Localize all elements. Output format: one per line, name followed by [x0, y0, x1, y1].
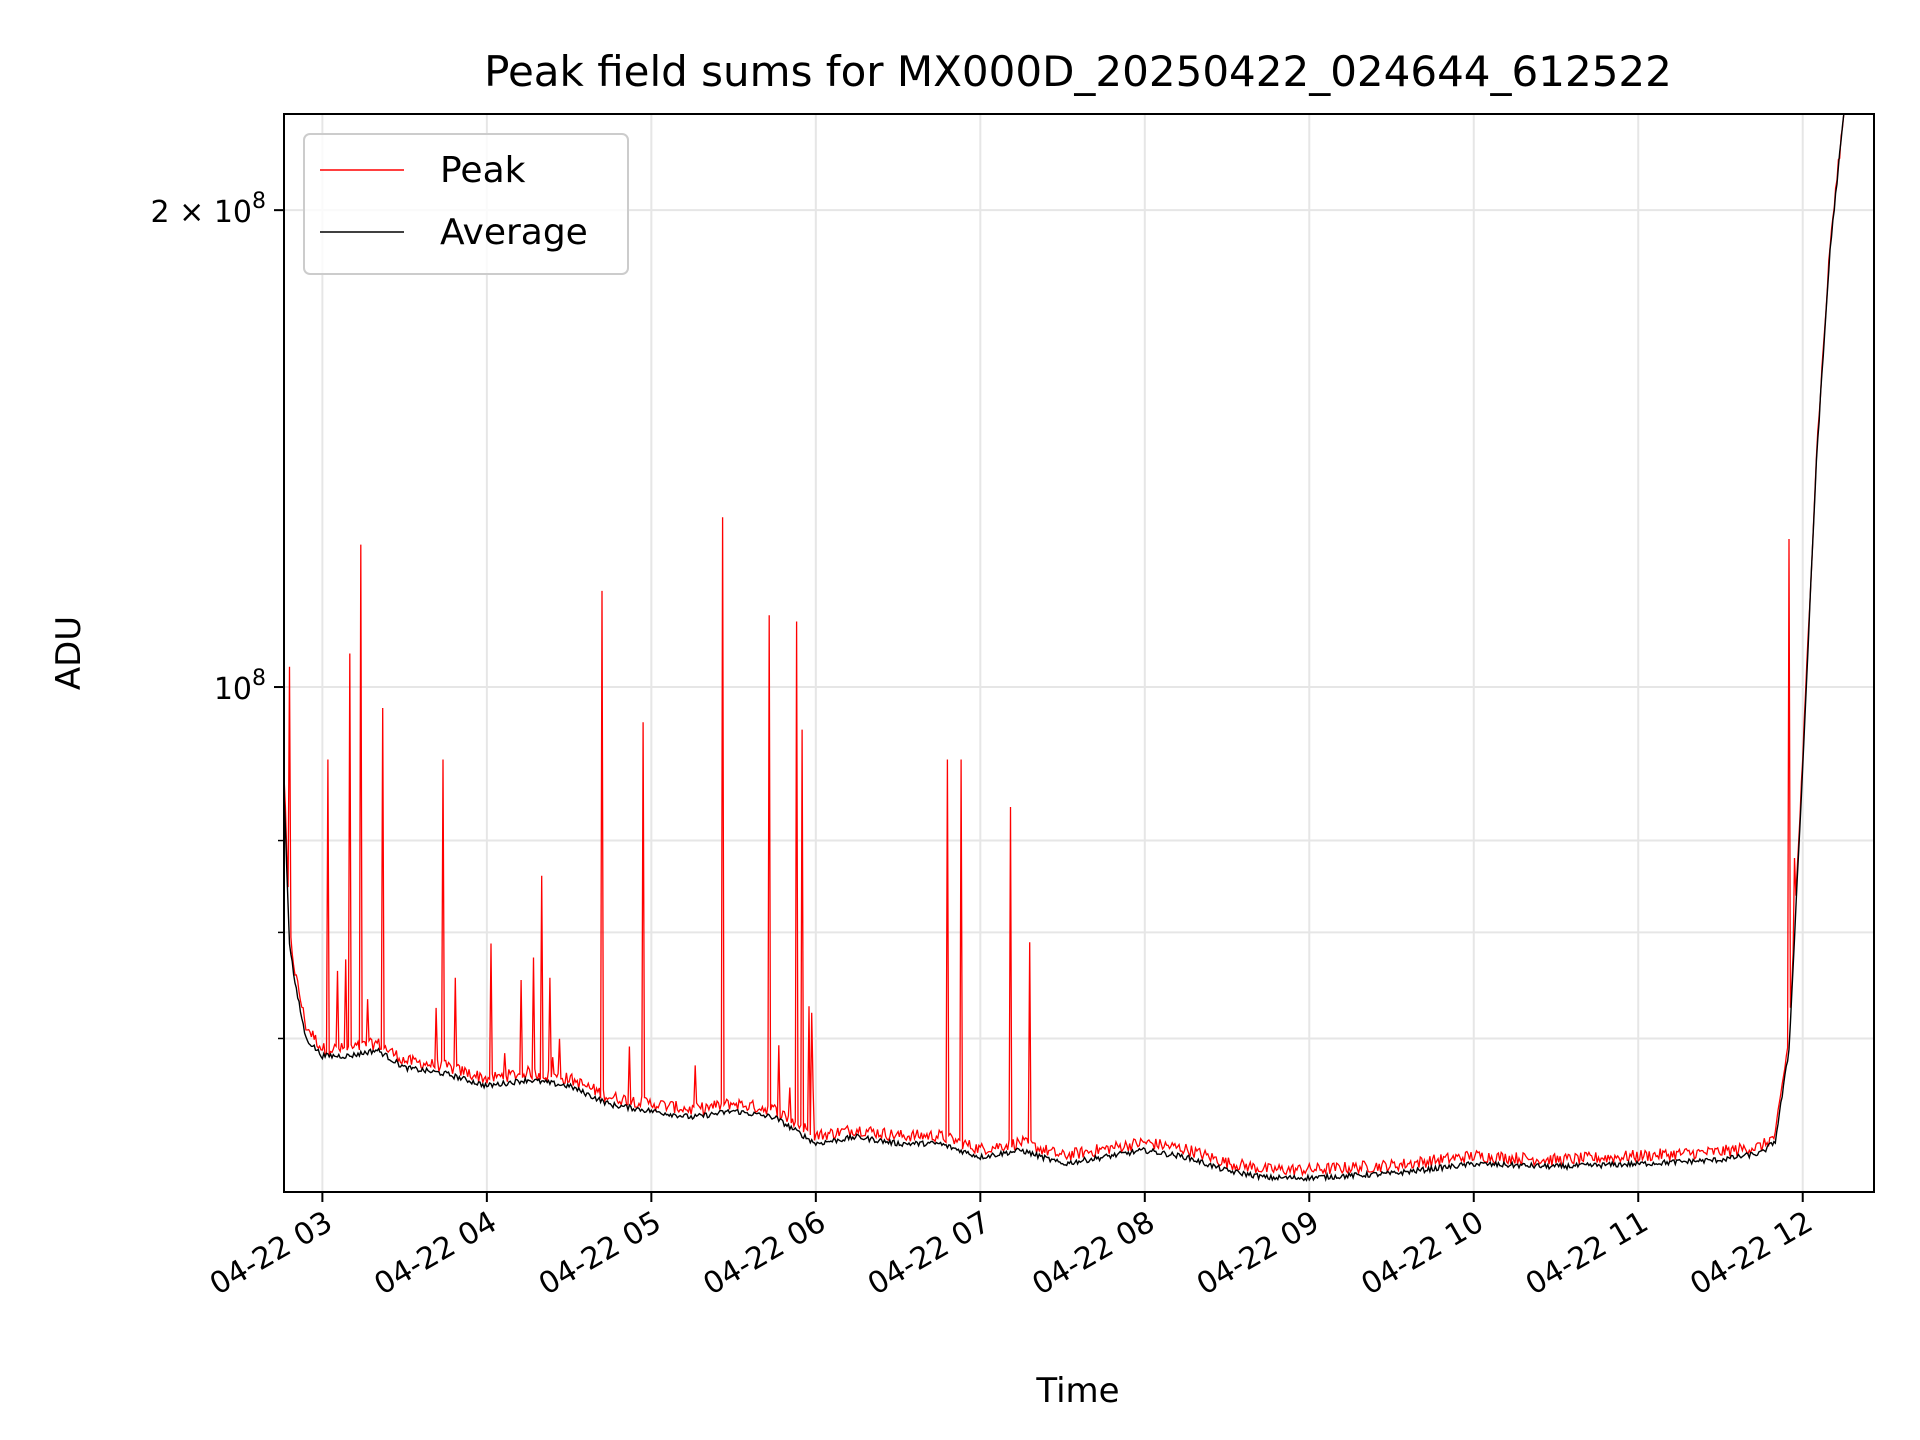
x-tick-label: 04-22 07 — [862, 1205, 996, 1303]
y-tick-label: 2 × 108 — [151, 189, 266, 230]
x-tick-label: 04-22 09 — [1191, 1205, 1325, 1303]
legend-box — [303, 133, 629, 275]
x-tick-label: 04-22 11 — [1520, 1205, 1654, 1303]
grid-lines — [284, 114, 1874, 1192]
series-line-peak — [284, 114, 1845, 1178]
x-tick-label: 04-22 08 — [1026, 1205, 1160, 1303]
y-tick-exponent: 8 — [252, 666, 266, 691]
chart-title: Peak field sums for MX000D_20250422_0246… — [484, 47, 1672, 96]
x-tick-label: 04-22 05 — [533, 1205, 667, 1303]
legend: Peak Average — [303, 133, 629, 275]
y-tick-base: 10 — [214, 672, 252, 707]
x-tick-label: 04-22 12 — [1684, 1205, 1818, 1303]
x-axis-label: Time — [1035, 1371, 1119, 1411]
y-tick-exponent: 8 — [252, 189, 266, 214]
legend-label-peak: Peak — [440, 150, 526, 191]
x-tick-label: 04-22 06 — [698, 1205, 832, 1303]
series-layer — [284, 114, 1845, 1183]
legend-label-average: Average — [440, 212, 588, 253]
y-tick-base: 10 — [214, 195, 252, 230]
y-axis-label: ADU — [49, 616, 89, 690]
x-tick-label: 04-22 10 — [1355, 1205, 1489, 1303]
series-line-average — [284, 114, 1845, 1183]
x-tick-label: 04-22 04 — [369, 1205, 503, 1303]
x-tick-label: 04-22 03 — [204, 1205, 338, 1303]
x-axis-ticks: 04-22 03 04-22 04 04-22 05 04-22 06 04-22 07… — [204, 1192, 1819, 1302]
y-tick-label: 108 — [214, 666, 266, 707]
y-tick-mantissa: 2 × — [151, 195, 214, 230]
plot-frame — [283, 113, 1875, 1193]
